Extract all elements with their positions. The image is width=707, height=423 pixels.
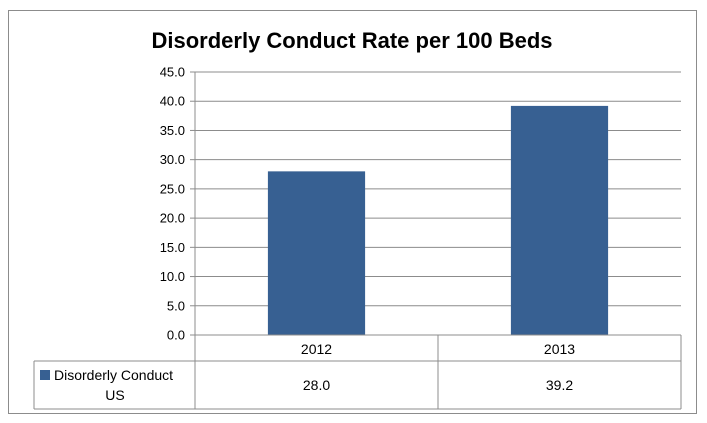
- data-table: 2012 28.0 2013 39.2 Disorderly Conduct US: [33, 334, 682, 410]
- y-tick-label: 5.0: [167, 298, 185, 313]
- bar-2012: [267, 171, 366, 335]
- y-tick-label: 45.0: [160, 65, 185, 80]
- bar-2013: [510, 105, 609, 335]
- y-tick-label: 35.0: [160, 123, 185, 138]
- table-cell-value: 39.2: [546, 377, 573, 393]
- y-tick-label: 40.0: [160, 94, 185, 109]
- table-cell-value: 28.0: [303, 377, 330, 393]
- y-tick-label: 25.0: [160, 181, 185, 196]
- x-category-label: 2013: [544, 341, 575, 357]
- y-tick-label: 0.0: [167, 328, 185, 343]
- legend-key: [40, 370, 50, 380]
- chart-title: Disorderly Conduct Rate per 100 Beds: [151, 28, 552, 53]
- y-tick-label: 20.0: [160, 211, 185, 226]
- bars: [267, 105, 609, 335]
- y-tick-label: 30.0: [160, 152, 185, 167]
- y-tick-label: 10.0: [160, 269, 185, 284]
- y-tick-label: 15.0: [160, 240, 185, 255]
- x-category-label: 2012: [301, 341, 332, 357]
- y-axis-ticks: 0.0 5.0 10.0 15.0 20.0 25.0 30.0 35.0 40.0 45.0: [160, 65, 185, 343]
- table-row-label-line1: Disorderly Conduct: [54, 367, 173, 383]
- table-row-label-line2: US: [105, 387, 124, 403]
